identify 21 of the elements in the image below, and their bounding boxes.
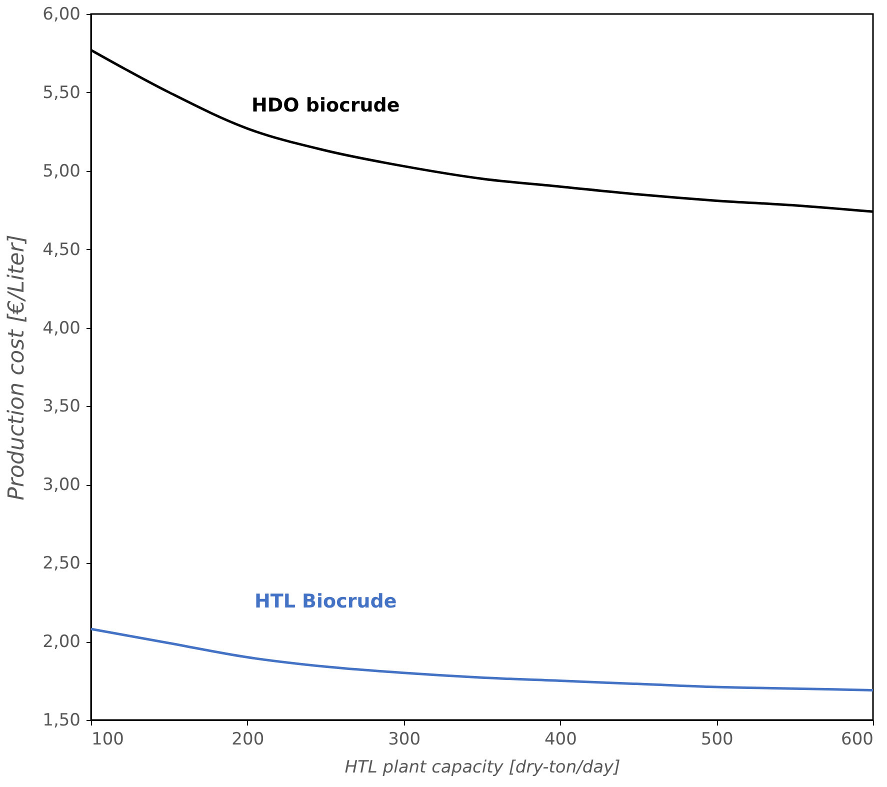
- x-axis-title: HTL plant capacity [dry-ton/day]: [344, 758, 620, 778]
- y-tick-label: 6,00: [42, 4, 80, 24]
- x-tick-label: 500: [700, 730, 734, 750]
- line-series: [90, 628, 874, 692]
- series-label: HDO biocrude: [251, 94, 400, 116]
- y-tick-label: 2,50: [42, 554, 80, 574]
- text: HTL Biocrude: [254, 590, 397, 613]
- y-tick-label: 1,50: [42, 710, 80, 730]
- y-tick-label: 5,00: [42, 161, 80, 182]
- x-tick-label: 200: [232, 730, 264, 750]
- y-tick-label: 4,00: [42, 318, 80, 338]
- x-tick-label: 100: [92, 730, 124, 750]
- y-tick-label: 3,50: [42, 396, 80, 417]
- y-tick-label: 4,50: [42, 240, 80, 260]
- y-tick-label: 5,50: [42, 82, 80, 103]
- x-tick-label: 300: [388, 730, 421, 750]
- x-tick-label: 400: [544, 730, 577, 750]
- y-tick-label: 2,00: [42, 632, 80, 652]
- y-tick-label: 3,00: [42, 475, 80, 496]
- y-axis-title: Production cost [€/Liter]: [4, 234, 30, 500]
- x-tick-label: 600: [841, 730, 874, 750]
